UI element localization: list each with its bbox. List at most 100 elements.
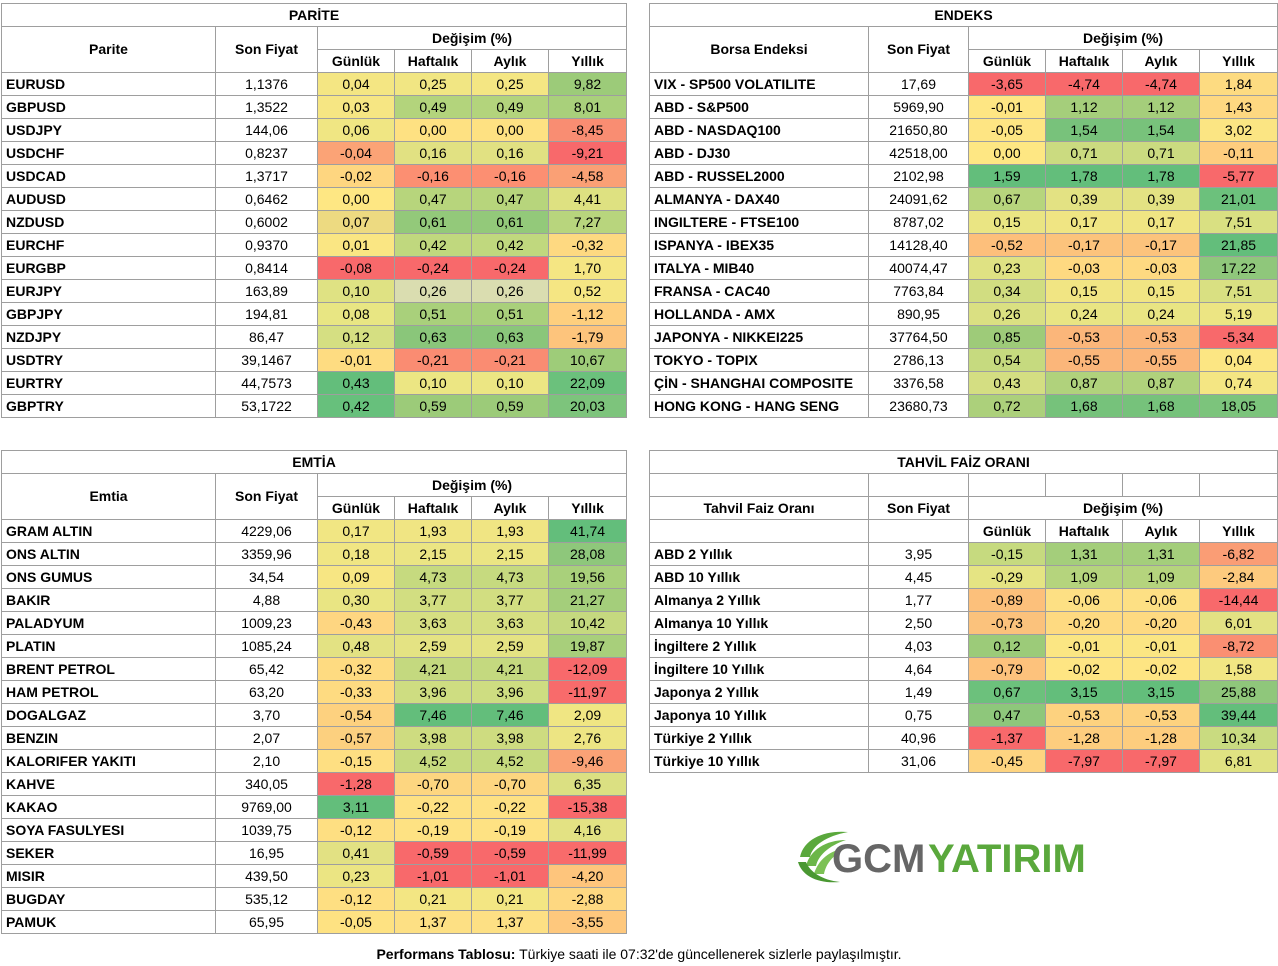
cell-weekly: 4,52	[394, 749, 472, 773]
table-row: ÇİN - SHANGHAI COMPOSITE 3376,58 0,43 0,87 0…	[649, 371, 1278, 395]
tahvil-period-weekly: Haftalık	[1045, 519, 1123, 543]
row-price: 4,03	[868, 634, 969, 658]
emtia-period-daily: Günlük	[317, 496, 395, 520]
cell-yearly: -9,46	[547, 749, 628, 773]
row-name: HAM PETROL	[1, 680, 216, 704]
cell-yearly: -4,20	[547, 864, 628, 888]
cell-yearly: 21,01	[1198, 187, 1278, 211]
cell-yearly: -8,45	[547, 118, 628, 142]
table-row: FRANSA - CAC40 7763,84 0,34 0,15 0,15 7,51	[649, 279, 1278, 303]
cell-weekly: -0,17	[1045, 233, 1123, 257]
emtia-period-monthly: Aylık	[471, 496, 549, 520]
row-name: PLATIN	[1, 634, 216, 658]
cell-monthly: 0,71	[1122, 141, 1200, 165]
cell-daily: 0,42	[317, 394, 395, 418]
cell-monthly: -0,70	[471, 772, 549, 796]
cell-monthly: 4,52	[471, 749, 549, 773]
table-row: VIX - SP500 VOLATILITE 17,69 -3,65 -4,74 -4,…	[649, 72, 1278, 96]
cell-daily: 0,00	[968, 141, 1046, 165]
tahvil-blank-cell	[868, 473, 969, 497]
table-row: ONS GUMUS 34,54 0,09 4,73 4,73 19,56	[1, 565, 628, 589]
row-price: 1039,75	[215, 818, 318, 842]
table-row: Almanya 10 Yıllık 2,50 -0,73 -0,20 -0,20 6,01	[649, 611, 1278, 635]
table-row: HAM PETROL 63,20 -0,33 3,96 3,96 -11,97	[1, 680, 628, 704]
cell-daily: -0,01	[968, 95, 1046, 119]
footer-label: Performans Tablosu:	[376, 946, 516, 962]
row-price: 65,95	[215, 910, 318, 934]
cell-weekly: 1,93	[394, 519, 472, 543]
row-name: USDCAD	[1, 164, 216, 188]
table-row: ABD 2 Yıllık 3,95 -0,15 1,31 1,31 -6,82	[649, 542, 1278, 566]
row-price: 23680,73	[868, 394, 969, 418]
row-price: 1009,23	[215, 611, 318, 635]
row-price: 4,88	[215, 588, 318, 612]
parite-col-change: Değişim (%)	[316, 26, 628, 50]
cell-weekly: -1,01	[394, 864, 472, 888]
cell-monthly: -0,06	[1122, 588, 1200, 612]
row-name: ABD - NASDAQ100	[649, 118, 869, 142]
cell-yearly: -0,32	[547, 233, 628, 257]
row-price: 40074,47	[868, 256, 969, 280]
cell-weekly: 0,42	[394, 233, 472, 257]
cell-daily: -0,79	[968, 657, 1046, 681]
row-name: EURCHF	[1, 233, 216, 257]
table-row: USDCAD 1,3717 -0,02 -0,16 -0,16 -4,58	[1, 164, 628, 188]
row-name: ABD - DJ30	[649, 141, 869, 165]
row-price: 39,1467	[215, 348, 318, 372]
cell-daily: 3,11	[317, 795, 395, 819]
table-row: SOYA FASULYESI 1039,75 -0,12 -0,19 -0,19 4,16	[1, 818, 628, 842]
row-name: İngiltere 2 Yıllık	[649, 634, 869, 658]
emtia-col-price: Son Fiyat	[215, 473, 318, 520]
cell-daily: -0,12	[317, 818, 395, 842]
table-row: ISPANYA - IBEX35 14128,40 -0,52 -0,17 -0,17 2…	[649, 233, 1278, 257]
row-price: 3,95	[868, 542, 969, 566]
row-price: 3,70	[215, 703, 318, 727]
row-price: 340,05	[215, 772, 318, 796]
table-row: ABD 10 Yıllık 4,45 -0,29 1,09 1,09 -2,84	[649, 565, 1278, 589]
row-price: 53,1722	[215, 394, 318, 418]
cell-weekly: 1,54	[1045, 118, 1123, 142]
table-row: EURUSD 1,1376 0,04 0,25 0,25 9,82	[1, 72, 628, 96]
cell-yearly: 19,56	[547, 565, 628, 589]
cell-yearly: 1,84	[1198, 72, 1278, 96]
cell-monthly: 1,09	[1122, 565, 1200, 589]
row-price: 9769,00	[215, 795, 318, 819]
cell-yearly: 22,09	[547, 371, 628, 395]
emtia-period-yearly: Yıllık	[547, 496, 628, 520]
cell-monthly: -0,24	[471, 256, 549, 280]
cell-yearly: -8,72	[1198, 634, 1278, 658]
cell-monthly: 0,00	[471, 118, 549, 142]
table-row: USDJPY 144,06 0,06 0,00 0,00 -8,45	[1, 118, 628, 142]
row-price: 2,10	[215, 749, 318, 773]
row-price: 63,20	[215, 680, 318, 704]
row-name: ABD - RUSSEL2000	[649, 164, 869, 188]
row-name: ITALYA - MIB40	[649, 256, 869, 280]
cell-yearly: -1,79	[547, 325, 628, 349]
tahvil-col-name: Tahvil Faiz Oranı	[649, 496, 869, 520]
cell-monthly: 0,42	[471, 233, 549, 257]
row-name: ABD 2 Yıllık	[649, 542, 869, 566]
row-price: 17,69	[868, 72, 969, 96]
row-price: 2102,98	[868, 164, 969, 188]
cell-monthly: 0,10	[471, 371, 549, 395]
cell-monthly: -0,02	[1122, 657, 1200, 681]
table-row: ITALYA - MIB40 40074,47 0,23 -0,03 -0,03 17,2…	[649, 256, 1278, 280]
cell-weekly: -0,22	[394, 795, 472, 819]
cell-yearly: 7,51	[1198, 210, 1278, 234]
endeks-period-weekly: Haftalık	[1045, 49, 1123, 73]
cell-weekly: 0,87	[1045, 371, 1123, 395]
cell-weekly: 3,15	[1045, 680, 1123, 704]
row-name: ONS GUMUS	[1, 565, 216, 589]
tahvil-period-daily: Günlük	[968, 519, 1046, 543]
cell-yearly: 19,87	[547, 634, 628, 658]
cell-daily: 1,59	[968, 164, 1046, 188]
table-row: Japonya 10 Yıllık 0,75 0,47 -0,53 -0,53 39,44	[649, 703, 1278, 727]
row-name: KAHVE	[1, 772, 216, 796]
cell-daily: -0,57	[317, 726, 395, 750]
cell-daily: 0,17	[317, 519, 395, 543]
cell-weekly: 1,09	[1045, 565, 1123, 589]
endeks-period-daily: Günlük	[968, 49, 1046, 73]
cell-monthly: 0,63	[471, 325, 549, 349]
tahvil-blank-cell	[1198, 473, 1278, 497]
tahvil-title: TAHVİL FAİZ ORANI	[648, 450, 1278, 474]
